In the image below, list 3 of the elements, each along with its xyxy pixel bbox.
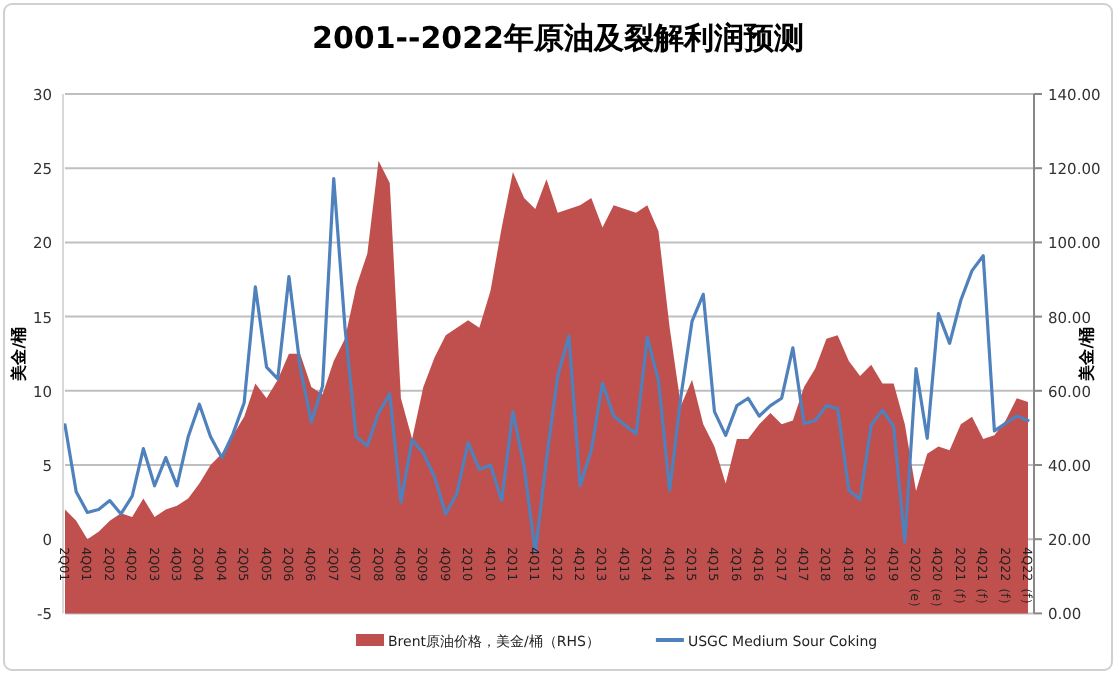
y-axis-title: 美金/桶 xyxy=(8,326,28,383)
y2-axis-title: 美金/桶 xyxy=(1076,326,1096,383)
chart-title: 2001--2022年原油及裂解利润预测 xyxy=(312,20,804,56)
